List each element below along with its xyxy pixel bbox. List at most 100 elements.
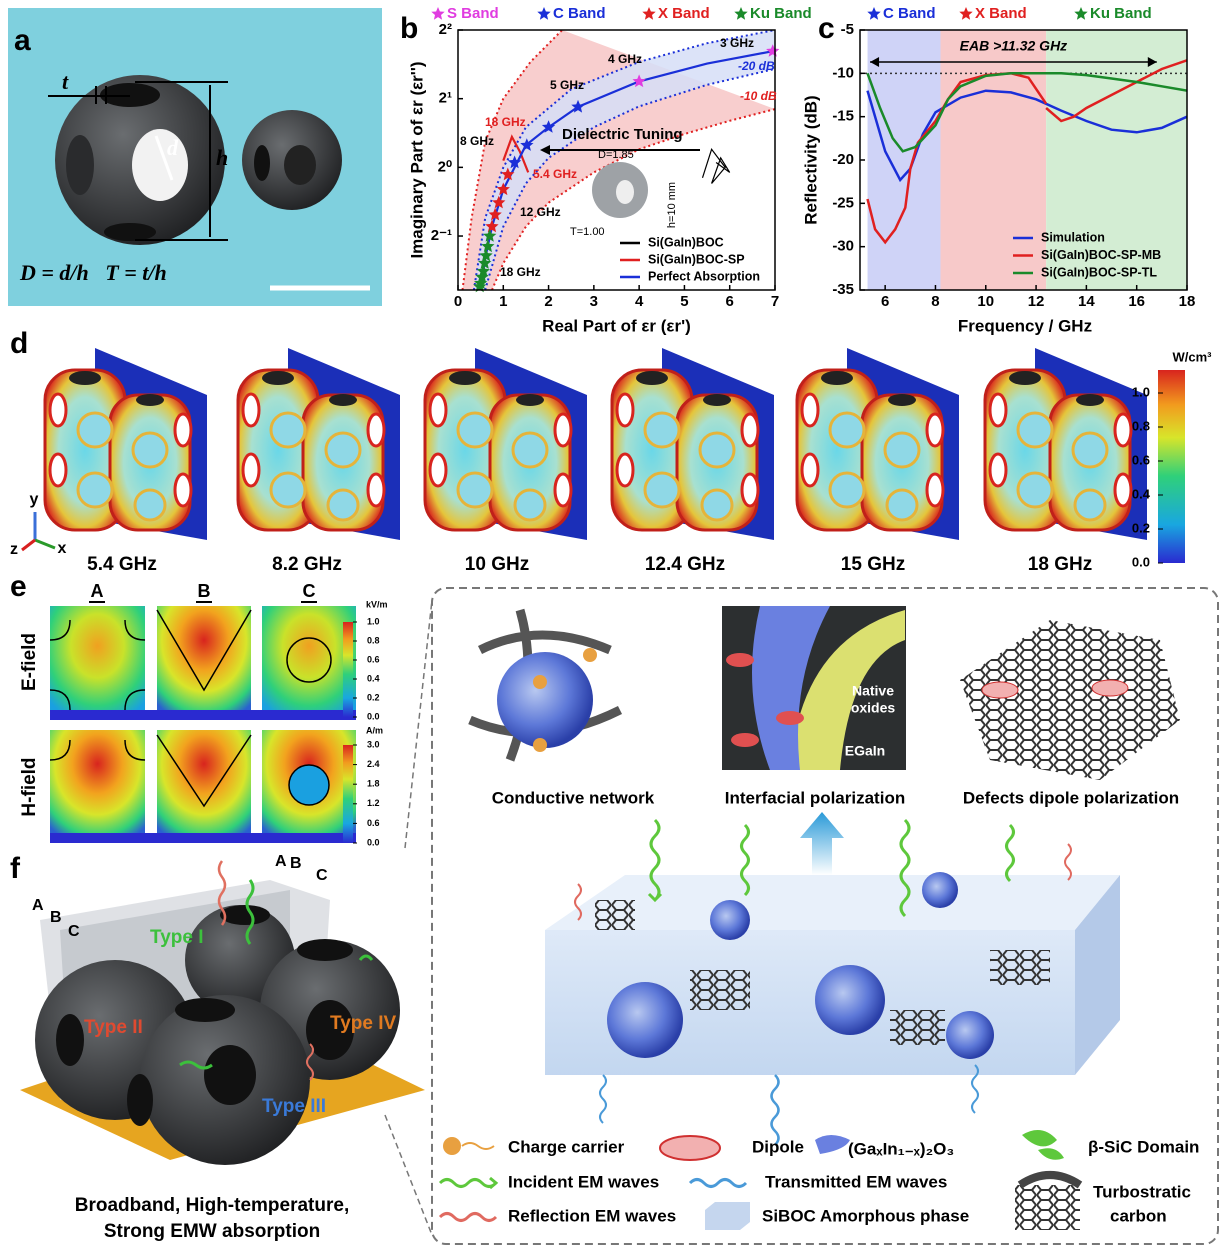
plane-label: C <box>68 923 80 940</box>
legend-label: Transmitted EM waves <box>765 1172 947 1191</box>
x-tick-label: 5 <box>680 293 688 310</box>
colorbar-tick-label: 0.0 <box>367 711 380 721</box>
mechanism-box-part <box>890 1010 945 1045</box>
mechanism-box-part <box>815 1135 850 1154</box>
mechanism-box-part <box>595 900 635 930</box>
structure-3d-part <box>245 879 255 945</box>
x-tick-label: 8 <box>931 293 939 310</box>
annotation: T=1.00 <box>570 226 605 238</box>
structure-3d-part <box>175 998 235 1022</box>
photo-a-part <box>66 135 94 195</box>
contour-region <box>462 30 775 290</box>
field-maps-part <box>343 622 353 717</box>
field-maps-part <box>343 745 353 843</box>
photo-a-part <box>254 145 270 181</box>
colorbar-unit: A/m <box>366 725 383 735</box>
x-tick-label: 16 <box>1128 293 1145 310</box>
legend-label: Dipole <box>752 1137 804 1156</box>
field-maps-part <box>157 730 251 843</box>
structure-3d-part <box>179 1060 213 1070</box>
annotation: D=1.85 <box>598 149 634 161</box>
loss-maps-part <box>423 346 589 542</box>
mechanism-box-part <box>607 982 683 1058</box>
band-star <box>507 155 522 169</box>
frequency-label: 15 GHz <box>841 554 905 575</box>
loss-maps-part <box>43 346 209 542</box>
series-line <box>866 72 1187 153</box>
axis-triad-part <box>34 538 56 550</box>
type-label: Type III <box>262 1096 326 1117</box>
colorbar-tick-label: 0.0 <box>1132 554 1150 569</box>
mechanism-text: Conductive network Interfacial polarizati… <box>492 683 1200 1226</box>
mechanism-box-part <box>740 823 750 897</box>
mechanism-box-part <box>776 711 804 725</box>
plane-label: B <box>50 909 62 926</box>
legend-star <box>431 7 445 20</box>
row-label: E-field <box>19 633 40 691</box>
loss-maps-part <box>236 346 402 542</box>
y-tick-label: -5 <box>841 21 854 38</box>
x-tick-label: 10 <box>977 293 994 310</box>
legend-label: Si(GaIn)BOC <box>648 235 724 249</box>
band-star <box>541 120 556 133</box>
field-maps-part <box>157 606 251 720</box>
y-tick-label: 2² <box>439 21 452 38</box>
legend-label: Perfect Absorption <box>648 269 760 283</box>
panel-d: 5.4 GHz 8.2 GHz 10 GHz 12.4 GHz 15 GHz 18 GHz… <box>87 349 1212 575</box>
y-tick-label: 2¹ <box>439 90 452 107</box>
annotation: 18 GHz <box>485 115 526 129</box>
legend-label: Si(GaIn)BOC-SP-MB <box>1041 248 1161 262</box>
x-tick-label: 6 <box>726 293 734 310</box>
photo-a-part <box>132 129 188 201</box>
band-legend: X Band <box>658 5 710 22</box>
label-d: d <box>167 135 179 160</box>
series-line <box>866 89 1187 183</box>
x-tick-label: 4 <box>635 293 644 310</box>
colorbar <box>1158 370 1185 563</box>
mechanism-box-part <box>752 606 830 770</box>
mechanism-box-part <box>1091 679 1129 697</box>
x-tick-label: 7 <box>771 293 779 310</box>
band-region <box>867 30 941 290</box>
y-tick-label: -20 <box>832 151 854 168</box>
structure-3d-part <box>127 1074 153 1126</box>
panel-label: a <box>14 24 31 57</box>
structure-3d-part <box>297 939 353 961</box>
mechanism-box-part <box>497 652 593 748</box>
mechanism-box-part <box>1017 1171 1083 1189</box>
band-star <box>483 229 497 242</box>
photo-a <box>8 8 382 306</box>
contour-line <box>484 67 775 290</box>
band-star <box>632 74 646 88</box>
field-maps-part <box>49 739 146 761</box>
mechanism-box-part <box>659 1135 721 1161</box>
annotation: -20 dB <box>738 59 775 73</box>
plot-area <box>866 59 1187 245</box>
mechanism-box-part <box>710 900 750 940</box>
mechanism-box-part <box>404 599 433 849</box>
annotation: -10 dB <box>740 89 777 103</box>
mechanism-title: Interfacial polarization <box>725 788 905 807</box>
frequency-label: 8.2 GHz <box>272 554 342 575</box>
band-legend: Ku Band <box>1090 5 1152 22</box>
mechanism-box-part <box>1064 843 1072 881</box>
colorbar-tick-label: 0.8 <box>367 635 380 645</box>
legend-star <box>867 7 881 20</box>
legend-star <box>642 7 656 20</box>
mechanism-box-part <box>599 1074 607 1124</box>
colorbar-tick-label: 0.6 <box>367 654 380 664</box>
mechanism-box-part <box>647 818 663 903</box>
mechanism-box-part <box>960 620 1180 780</box>
plane-label: B <box>290 855 302 872</box>
photo-a-part <box>284 145 316 185</box>
band-star <box>571 99 585 113</box>
structure-3d-part <box>306 1043 314 1081</box>
loss-maps-part <box>610 346 776 542</box>
annotation: 3 GHz <box>720 36 754 50</box>
structure-3d-part <box>204 1045 256 1105</box>
loss-maps <box>43 346 1149 542</box>
contour-line <box>472 30 775 290</box>
mechanism-box-part <box>922 872 958 908</box>
frequency-label: 10 GHz <box>465 554 529 575</box>
y-tick-label: 2⁻¹ <box>431 227 452 244</box>
